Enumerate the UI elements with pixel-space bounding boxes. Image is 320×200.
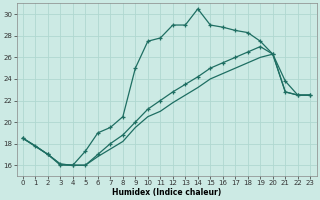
X-axis label: Humidex (Indice chaleur): Humidex (Indice chaleur)	[112, 188, 221, 197]
